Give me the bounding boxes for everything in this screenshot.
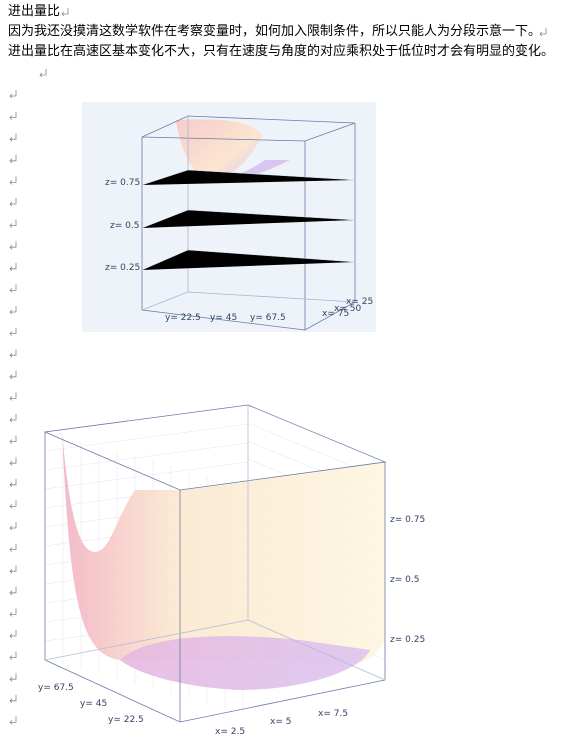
axis-label: x= 2.5 [215, 727, 245, 737]
return-mark [9, 219, 17, 228]
return-mark [9, 154, 17, 164]
return-mark [9, 111, 17, 120]
return-mark [9, 457, 17, 466]
return-mark [9, 349, 17, 358]
return-mark [9, 90, 17, 99]
return-mark [9, 630, 17, 639]
return-mark [9, 414, 17, 423]
heading: 进出量比 [8, 4, 61, 19]
return-mark [9, 370, 17, 380]
axis-label: x= 7.5 [318, 709, 348, 719]
return-mark [9, 241, 17, 250]
return-mark [9, 522, 17, 531]
axis-label: y= 67.5 [38, 683, 74, 693]
return-mark [9, 133, 17, 142]
return-mark [9, 586, 17, 596]
paragraph: 进出量比在高速区基本变化不大，只有在速度与角度的对应乘积处于低位时才会有明显的变… [8, 44, 555, 59]
axis-label: z= 0.25 [105, 263, 140, 273]
axis-label: x= 50 [334, 304, 361, 314]
axis-label: y= 22.5 [165, 313, 201, 323]
axis-label: z= 0.5 [390, 575, 419, 585]
return-mark [9, 176, 17, 185]
return-mark [9, 716, 17, 725]
return-mark [9, 651, 17, 660]
return-mark [61, 8, 69, 17]
axis-label: z= 0.5 [110, 221, 139, 231]
axis-label: y= 45 [80, 699, 107, 709]
axis-label: x= 75 [322, 309, 349, 319]
return-mark [39, 69, 47, 78]
figure-1 [82, 102, 376, 332]
figure-2 [43, 404, 387, 723]
return-mark [9, 327, 17, 336]
axis-label: z= 0.75 [105, 178, 140, 188]
return-mark [9, 673, 17, 682]
return-mark [9, 306, 17, 315]
grid-line [44, 442, 249, 471]
return-mark [9, 694, 17, 704]
return-mark [9, 435, 17, 444]
axis-label: y= 22.5 [108, 715, 144, 725]
axis-label: x= 25 [346, 297, 373, 307]
axis-label: z= 0.75 [390, 515, 425, 525]
return-mark [9, 500, 17, 509]
return-mark [9, 565, 17, 574]
return-mark [9, 284, 17, 293]
axis-label: y= 67.5 [250, 313, 286, 323]
return-mark [9, 608, 17, 617]
axis-label: z= 0.25 [390, 635, 425, 645]
return-mark [539, 28, 547, 37]
return-mark [9, 262, 17, 272]
return-mark [9, 198, 17, 207]
return-mark [9, 478, 17, 488]
axis-label: x= 5 [270, 717, 291, 727]
axis-label: y= 45 [210, 313, 237, 323]
return-mark [9, 392, 17, 401]
paragraph: 因为我还没摸清这数学软件在考察变量时，如何加入限制条件，所以只能人为分段示意一下… [8, 24, 542, 39]
return-mark [9, 543, 17, 552]
document-text: 进出量比 因为我还没摸清这数学软件在考察变量时，如何加入限制条件，所以只能人为分… [8, 2, 566, 62]
